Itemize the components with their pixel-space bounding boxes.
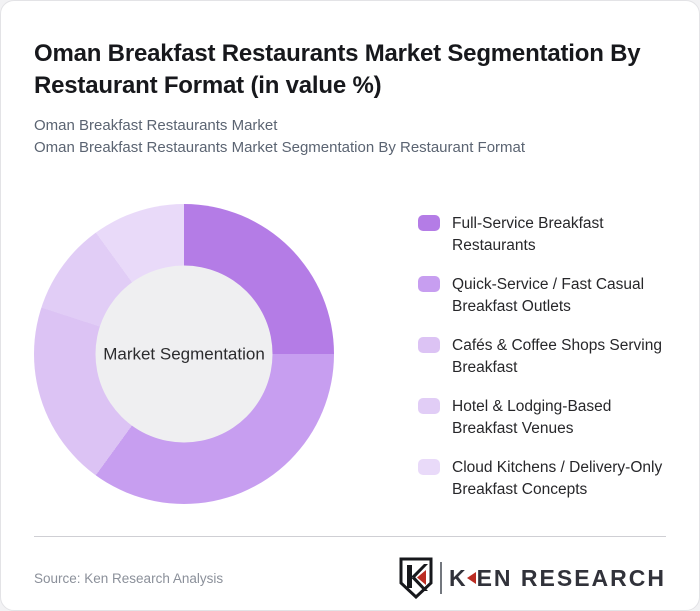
ken-research-logo: K EN RESEARCH [398, 557, 666, 599]
legend-swatch [418, 398, 440, 414]
chart-area: Market Segmentation Full-Service Breakfa… [34, 204, 666, 504]
donut-wrapper: Market Segmentation [34, 204, 334, 504]
footer: Source: Ken Research Analysis K EN RESEA… [34, 557, 666, 599]
legend: Full-Service Breakfast Restaurants Quick-… [418, 204, 668, 501]
legend-label: Full-Service Breakfast Restaurants [452, 215, 604, 254]
legend-item: Hotel & Lodging-Based Breakfast Venues [418, 396, 668, 440]
legend-swatch [418, 459, 440, 475]
donut-center-label: Market Segmentation [103, 344, 265, 363]
subtitle-block: Oman Breakfast Restaurants Market Oman B… [34, 115, 666, 158]
legend-swatch [418, 215, 440, 231]
source-text: Source: Ken Research Analysis [34, 570, 224, 586]
legend-label: Cafés & Coffee Shops Serving Breakfast [452, 337, 662, 376]
legend-item: Cloud Kitchens / Delivery-Only Breakfast… [418, 457, 668, 501]
legend-label: Hotel & Lodging-Based Breakfast Venues [452, 398, 612, 437]
donut-center: Market Segmentation [95, 265, 273, 443]
brand-wordmark: K EN RESEARCH [449, 565, 666, 592]
legend-swatch [418, 337, 440, 353]
subtitle-segmentation: Oman Breakfast Restaurants Market Segmen… [34, 138, 526, 156]
legend-label: Cloud Kitchens / Delivery-Only Breakfast… [452, 459, 663, 498]
legend-item: Full-Service Breakfast Restaurants [418, 213, 668, 257]
footer-divider [34, 536, 666, 537]
wordmark-k: K [448, 564, 468, 591]
page-title: Oman Breakfast Restaurants Market Segmen… [34, 40, 641, 99]
legend-label: Quick-Service / Fast Casual Breakfast Ou… [452, 276, 645, 315]
shield-k-icon [399, 557, 433, 599]
red-triangle-icon [466, 572, 476, 584]
legend-item: Quick-Service / Fast Casual Breakfast Ou… [418, 274, 668, 318]
logo-divider-bar [439, 562, 442, 594]
legend-swatch [418, 276, 440, 292]
subtitle-market: Oman Breakfast Restaurants Market [34, 117, 278, 134]
legend-item: Cafés & Coffee Shops Serving Breakfast [418, 335, 668, 379]
wordmark-rest: EN RESEARCH [476, 564, 666, 591]
